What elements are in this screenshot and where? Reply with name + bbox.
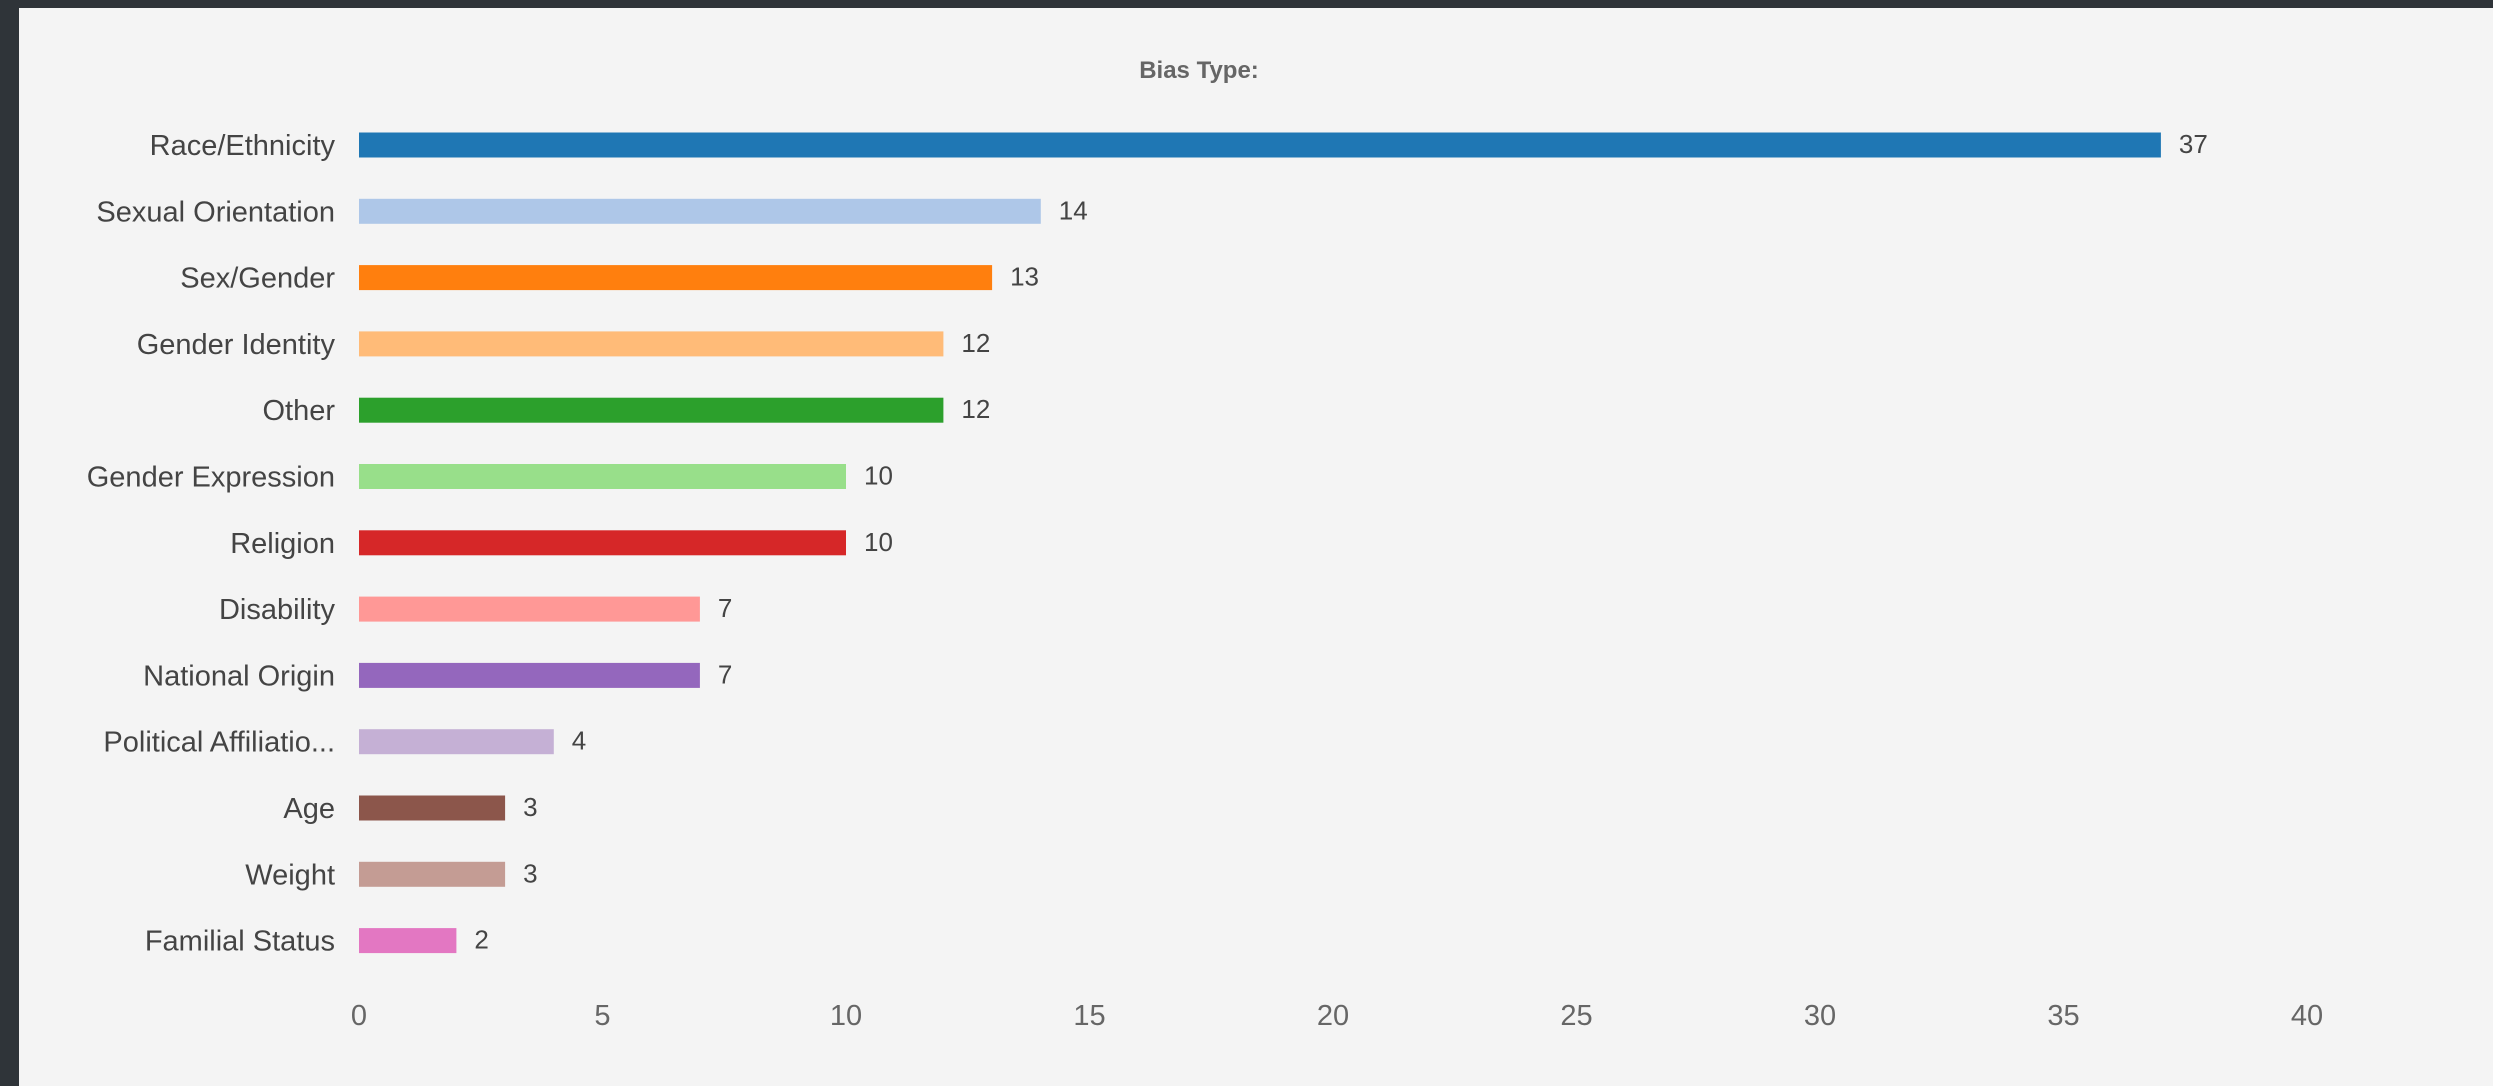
value-label: 10: [864, 527, 893, 557]
bars-group: [359, 132, 2161, 954]
x-tick-label: 10: [830, 1000, 862, 1032]
value-label: 4: [572, 726, 586, 756]
value-label: 3: [523, 792, 537, 822]
category-label: Disability: [219, 594, 336, 626]
x-tick-label: 5: [594, 1000, 610, 1032]
x-axis-ticks: 0 5 10 15 20 25 30 35 40: [351, 1000, 2323, 1032]
bar-chart: Bias Type: Race/Ethnicity Sexual Orientat…: [87, 57, 2323, 1032]
bar[interactable]: [359, 331, 944, 357]
chart-panel: Bias Type: Race/Ethnicity Sexual Orientat…: [19, 8, 2493, 1086]
value-label: 12: [961, 328, 990, 358]
bar[interactable]: [359, 265, 993, 291]
category-label: Gender Identity: [137, 329, 336, 361]
x-tick-label: 25: [1560, 1000, 1592, 1032]
value-label: 13: [1010, 262, 1039, 292]
value-label: 10: [864, 461, 893, 491]
bar[interactable]: [359, 861, 506, 887]
category-label: Political Affiliatio...: [103, 727, 335, 759]
category-label: Sexual Orientation: [96, 196, 335, 228]
bar[interactable]: [359, 662, 700, 688]
chart-title: Bias Type:: [1139, 57, 1259, 84]
x-tick-label: 0: [351, 1000, 367, 1032]
bar[interactable]: [359, 928, 457, 954]
bar[interactable]: [359, 729, 554, 755]
value-label: 12: [961, 394, 990, 424]
x-tick-label: 40: [2291, 1000, 2323, 1032]
bar[interactable]: [359, 464, 846, 489]
category-label: Weight: [245, 859, 335, 891]
bar[interactable]: [359, 198, 1041, 224]
bar[interactable]: [359, 795, 506, 821]
category-label: Race/Ethnicity: [150, 130, 336, 162]
category-label: Other: [262, 395, 335, 427]
x-tick-label: 15: [1073, 1000, 1105, 1032]
x-tick-label: 20: [1317, 1000, 1349, 1032]
value-labels: 37 14 13 12 12 10 10 7 7 4 3 3 2: [474, 129, 2207, 955]
category-label: Religion: [230, 528, 335, 560]
category-label: National Origin: [143, 660, 335, 692]
value-label: 7: [718, 659, 732, 689]
bar[interactable]: [359, 596, 700, 622]
bar[interactable]: [359, 397, 944, 423]
x-tick-label: 35: [2047, 1000, 2079, 1032]
value-label: 7: [718, 593, 732, 623]
value-label: 3: [523, 858, 537, 888]
x-tick-label: 30: [1804, 1000, 1836, 1032]
value-label: 37: [2179, 129, 2208, 159]
category-label: Age: [283, 793, 335, 825]
bar[interactable]: [359, 132, 2161, 158]
value-label: 14: [1059, 195, 1088, 225]
bar[interactable]: [359, 530, 846, 556]
category-label: Familial Status: [145, 926, 335, 958]
value-label: 2: [474, 925, 488, 955]
category-label: Gender Expression: [87, 462, 335, 494]
category-labels: Race/Ethnicity Sexual Orientation Sex/Gend…: [87, 130, 336, 958]
category-label: Sex/Gender: [180, 263, 335, 295]
